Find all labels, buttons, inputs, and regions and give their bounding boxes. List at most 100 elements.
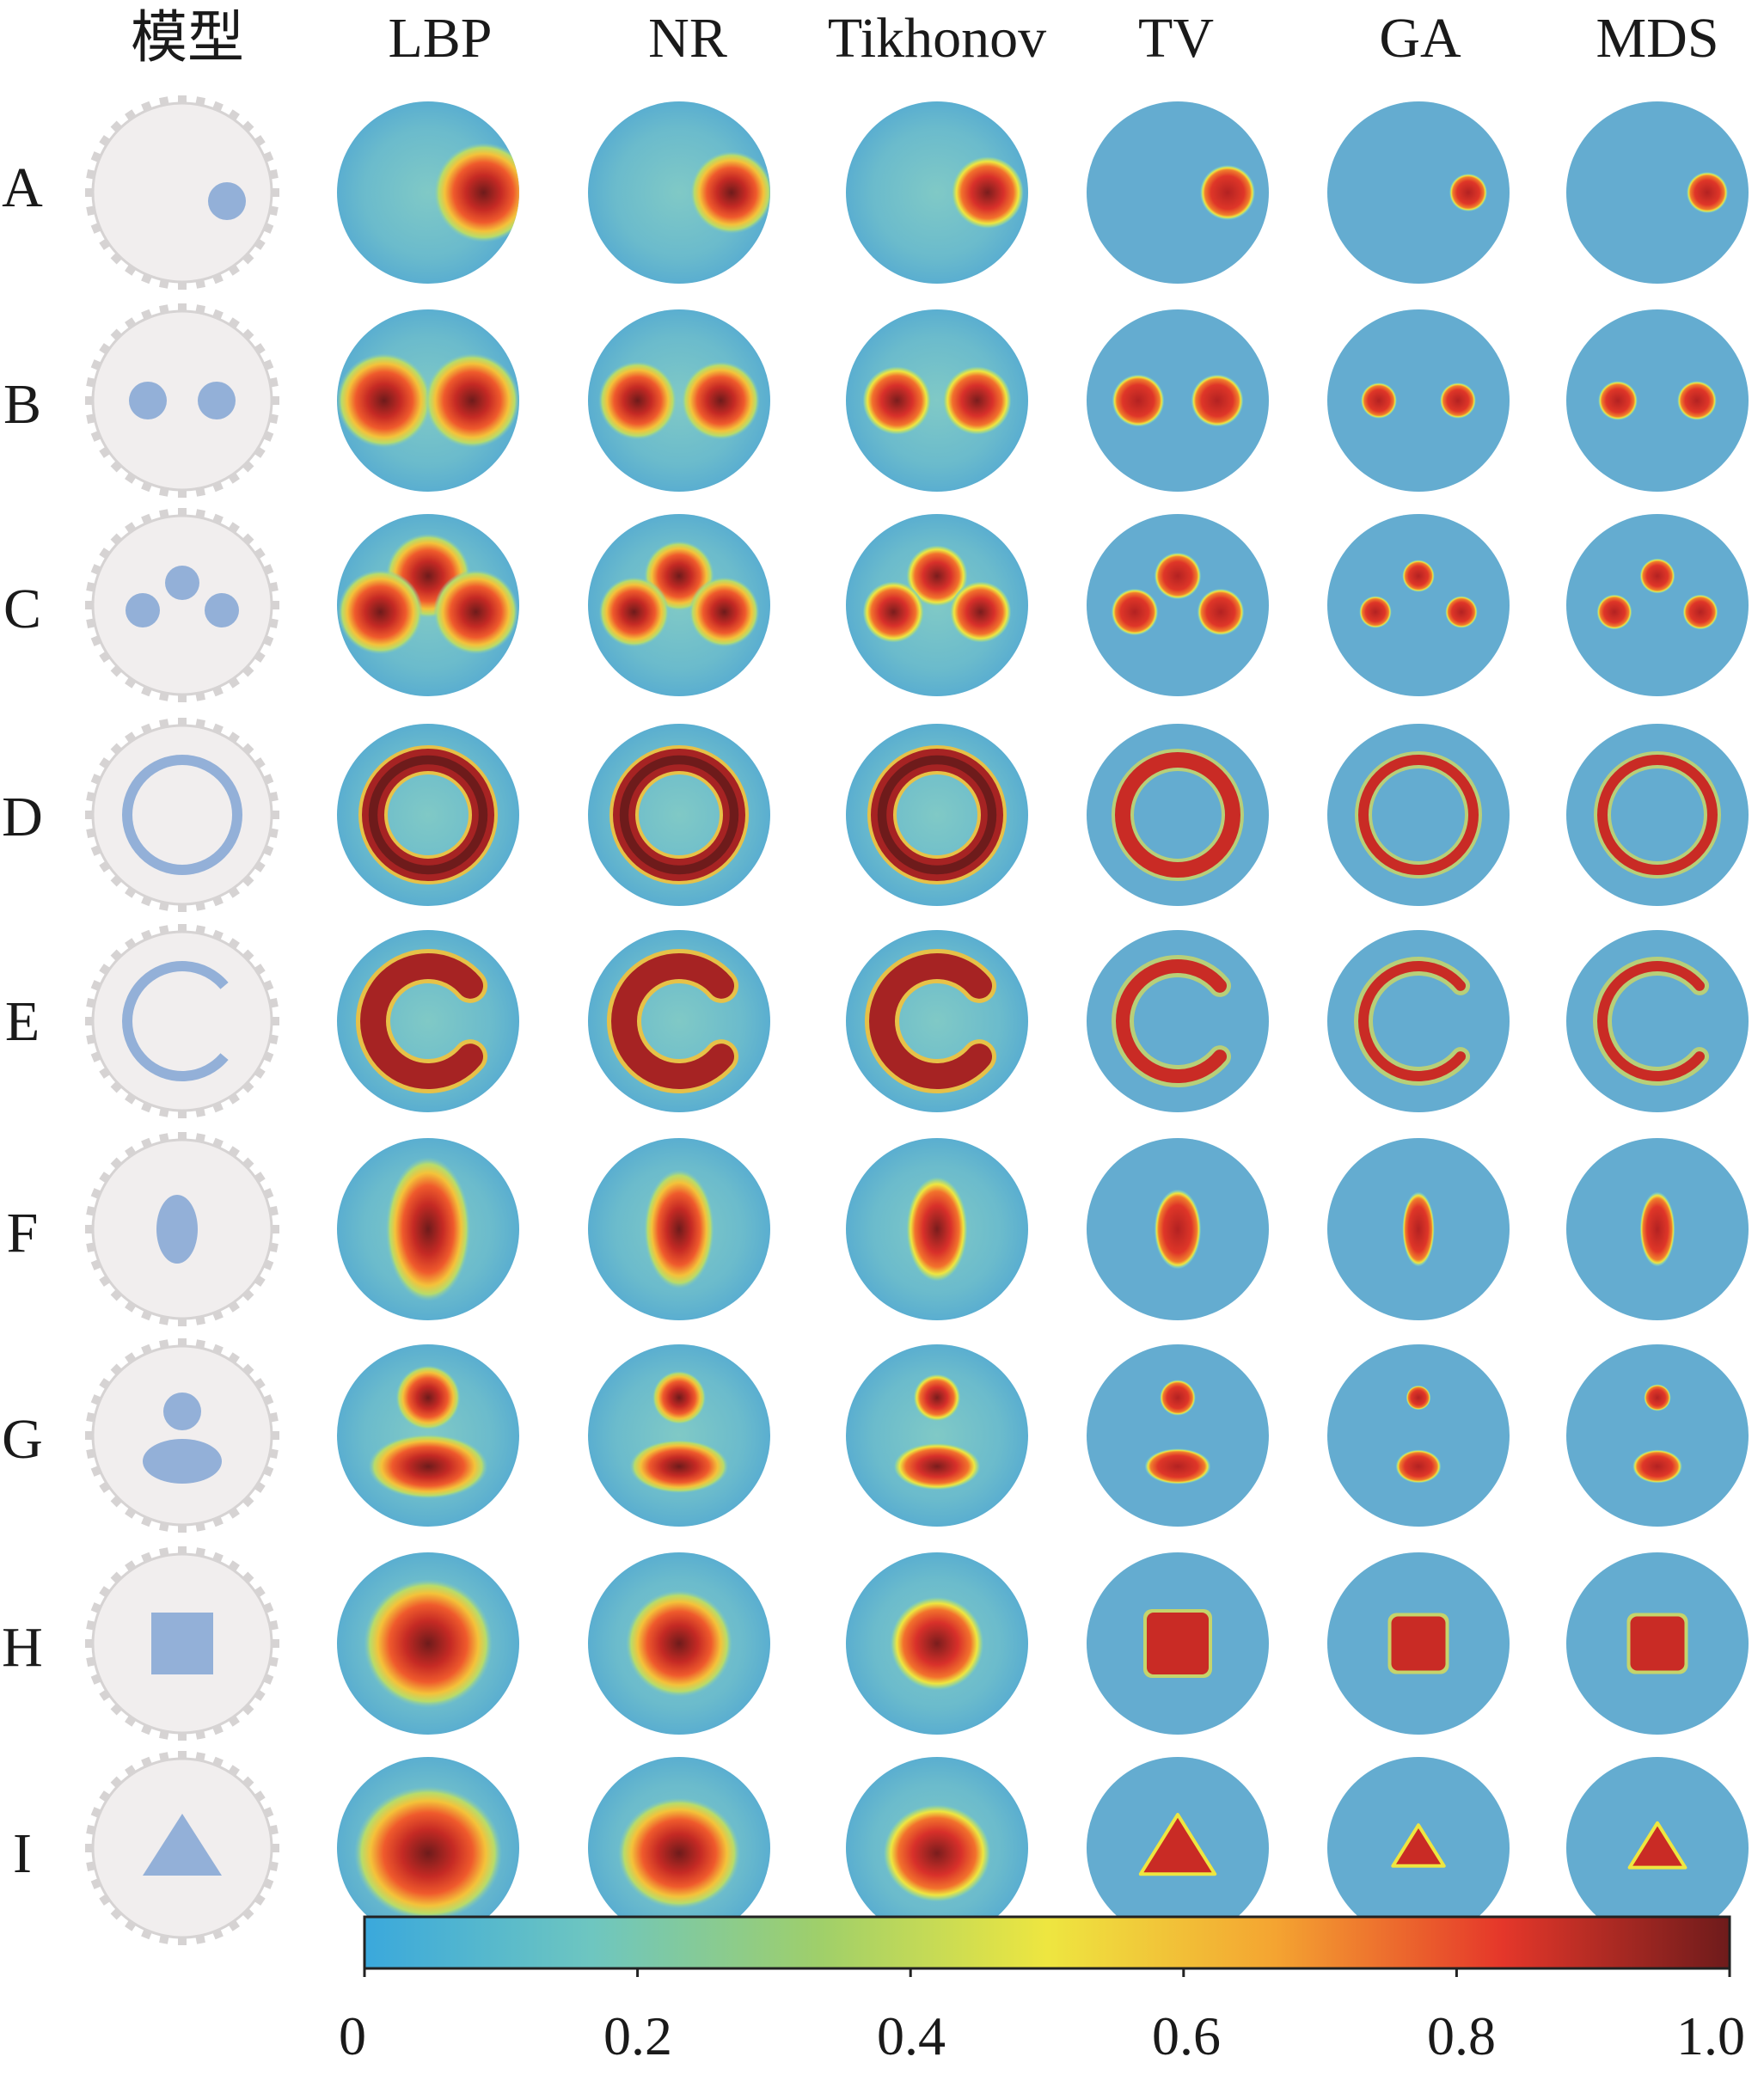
- recon-blob: [1359, 596, 1392, 628]
- model-electrode: [271, 396, 279, 405]
- recon-background: [846, 101, 1028, 284]
- col-header-model: 模型: [131, 7, 244, 70]
- model-target-ellipse: [156, 1195, 198, 1264]
- recon-blob: [862, 366, 932, 435]
- recon-blob: [1144, 1448, 1211, 1484]
- recon-triangle: [1138, 1813, 1217, 1876]
- recon-blob: [689, 151, 770, 234]
- recon-blob: [1687, 172, 1728, 213]
- model-target-square: [151, 1613, 213, 1674]
- model-electrode: [178, 1937, 187, 1945]
- reconstruction-grid: [337, 101, 1749, 1939]
- model-electrode: [271, 1225, 279, 1233]
- recon-blob: [433, 569, 518, 655]
- recon-cell-i-ga: [1327, 1757, 1510, 1939]
- model-electrode: [271, 188, 279, 197]
- recon-background: [1327, 101, 1510, 284]
- model-disk: [91, 930, 273, 1112]
- recon-cell-c-tv: [1087, 514, 1269, 696]
- col-header-ga: GA: [1379, 7, 1461, 70]
- recon-background: [1087, 101, 1269, 284]
- recon-ring-core: [877, 755, 997, 875]
- recon-cell-h-nr: [588, 1552, 770, 1735]
- col-header-tv: TV: [1138, 7, 1214, 70]
- recon-blob: [1440, 383, 1476, 419]
- model-target-g2: [143, 1439, 222, 1484]
- recon-blob: [368, 1434, 488, 1499]
- recon-cell-f-ga: [1327, 1138, 1510, 1320]
- model-electrode: [271, 1017, 279, 1025]
- recon-blob: [395, 1365, 461, 1430]
- recon-square: [1147, 1613, 1209, 1674]
- model-target-c2: [126, 593, 160, 627]
- recon-cell-g-nr: [588, 1344, 770, 1527]
- model-electrode: [271, 1431, 279, 1440]
- row-labels: A B C D E F G H I: [2, 156, 43, 1885]
- model-electrode: [85, 1844, 94, 1852]
- recon-blob: [617, 1797, 741, 1909]
- recon-cell-e-ga: [1327, 930, 1510, 1112]
- recon-blob: [1402, 560, 1435, 592]
- column-headers: 模型 LBP NR Tikhonov TV GA MDS: [131, 7, 1719, 70]
- model-electrode: [178, 489, 187, 498]
- recon-cell-e-tikhonov: [846, 930, 1028, 1112]
- recon-blob: [598, 577, 670, 647]
- model-electrode: [178, 903, 187, 912]
- model-electrode: [85, 396, 94, 405]
- recon-blob: [893, 1442, 981, 1490]
- colorbar-tick-0.6: 0.6: [1152, 2005, 1221, 2066]
- model-disk: [91, 101, 273, 284]
- recon-ring-core: [368, 755, 488, 875]
- recon-cell-i-lbp: [337, 1757, 519, 1939]
- row-label-g: G: [2, 1408, 43, 1471]
- recon-blob: [942, 366, 1012, 435]
- model-electrode: [85, 188, 94, 197]
- recon-background: [1566, 514, 1749, 696]
- model-electrode: [178, 95, 187, 104]
- recon-cell-f-tikhonov: [846, 1138, 1028, 1320]
- recon-cell-b-tikhonov: [846, 309, 1028, 492]
- recon-cell-f-lbp: [337, 1138, 519, 1320]
- recon-cell-g-tv: [1087, 1344, 1269, 1527]
- recon-cell-d-mds: [1566, 724, 1749, 906]
- model-cell-i: [85, 1751, 279, 1945]
- recon-cell-d-nr: [588, 724, 770, 906]
- model-electrode: [271, 601, 279, 609]
- recon-blob: [433, 143, 519, 242]
- recon-background: [1566, 1344, 1749, 1527]
- recon-cell-e-lbp: [337, 930, 519, 1112]
- recon-cell-i-tikhonov: [846, 1757, 1028, 1939]
- recon-cell-f-mds: [1566, 1138, 1749, 1320]
- recon-cell-i-nr: [588, 1757, 770, 1939]
- recon-cell-g-mds: [1566, 1344, 1749, 1527]
- recon-cell-d-tv: [1087, 724, 1269, 906]
- model-cell-f: [85, 1132, 279, 1326]
- recon-cell-h-tv: [1087, 1552, 1269, 1735]
- recon-cell-g-tikhonov: [846, 1344, 1028, 1527]
- model-electrode: [178, 1318, 187, 1326]
- model-electrode: [85, 1225, 94, 1233]
- model-electrode: [178, 1732, 187, 1741]
- model-cell-d: [85, 718, 279, 912]
- recon-cell-d-lbp: [337, 724, 519, 906]
- recon-cell-h-mds: [1566, 1552, 1749, 1735]
- recon-blob: [1682, 594, 1718, 630]
- recon-cell-f-nr: [588, 1138, 770, 1320]
- recon-blob: [890, 1596, 984, 1691]
- recon-square: [1630, 1616, 1685, 1671]
- recon-square: [1391, 1616, 1446, 1671]
- recon-background: [1327, 724, 1510, 906]
- recon-blob: [1406, 1385, 1431, 1411]
- model-electrode: [271, 811, 279, 819]
- recon-cell-h-lbp: [337, 1552, 519, 1735]
- recon-blob: [689, 577, 760, 647]
- recon-cell-e-tv: [1087, 930, 1269, 1112]
- col-header-tikhonov: Tikhonov: [828, 7, 1046, 70]
- model-disk: [91, 514, 273, 696]
- recon-blob: [598, 361, 677, 440]
- row-label-d: D: [2, 786, 43, 848]
- recon-blob: [949, 581, 1012, 643]
- model-electrode: [178, 718, 187, 726]
- recon-cell-a-ga: [1327, 101, 1510, 284]
